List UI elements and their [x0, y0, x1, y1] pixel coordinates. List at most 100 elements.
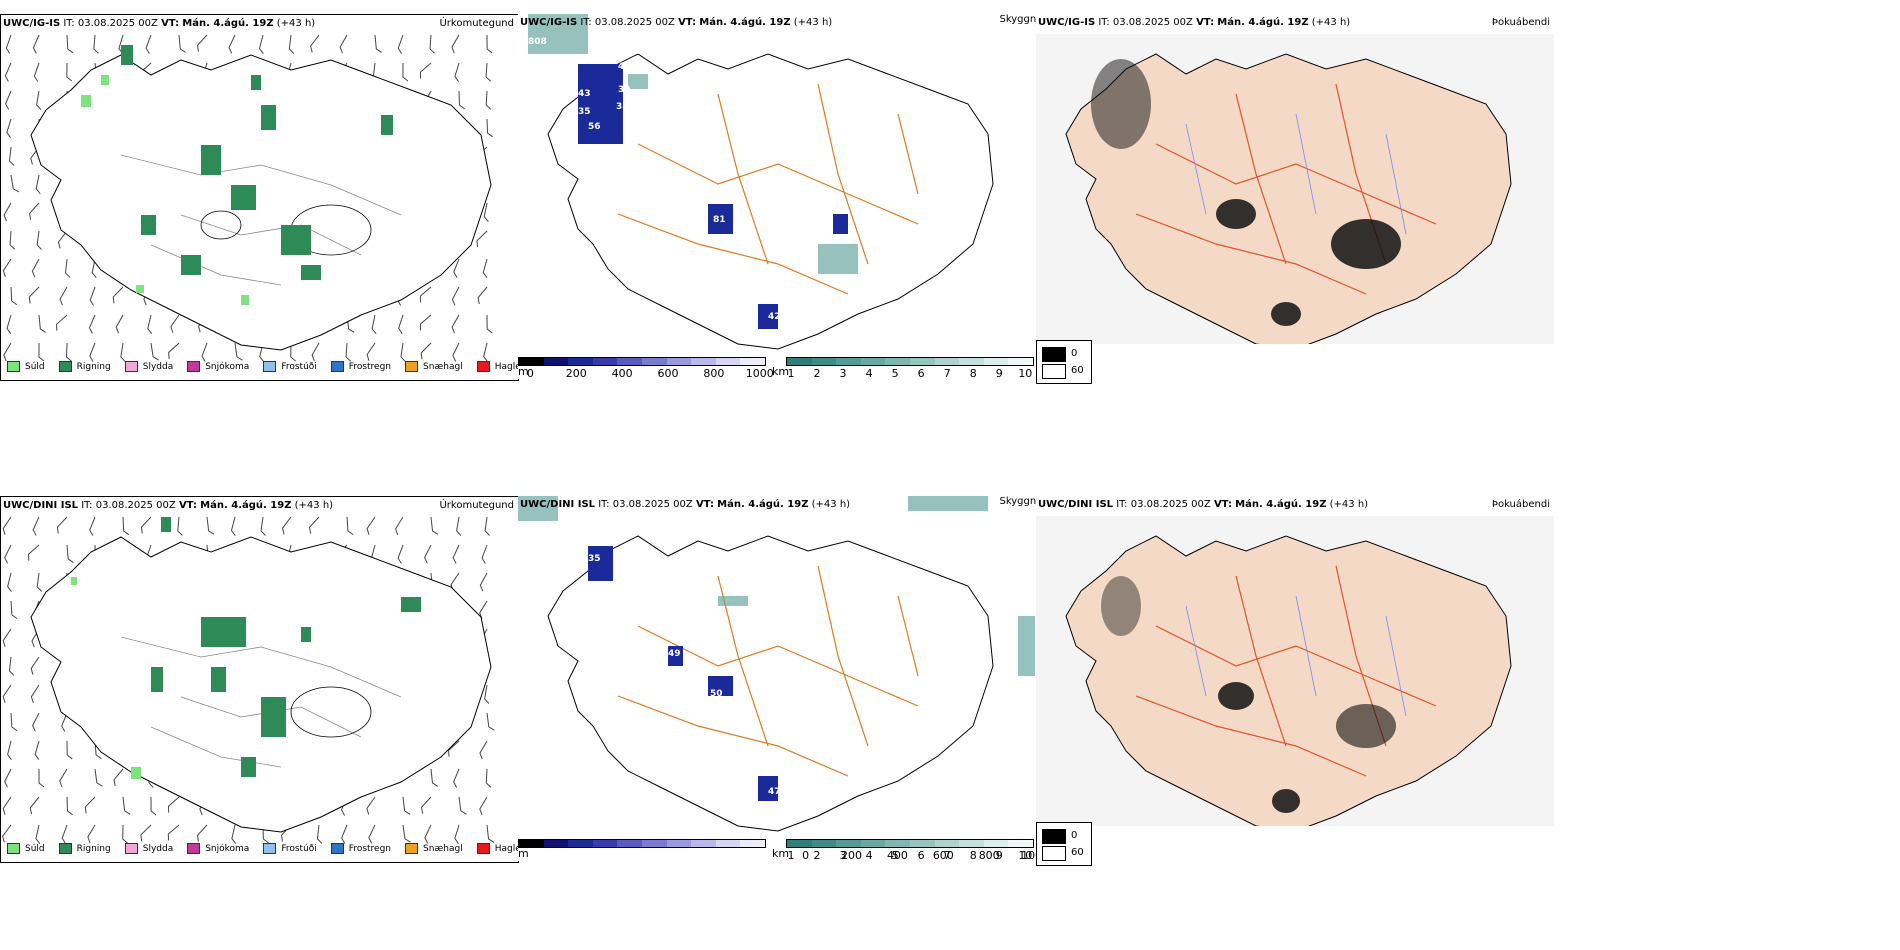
cloud-map-bottom: 35 32 49 50 47 43	[518, 496, 1035, 832]
scale-tick: 6	[917, 367, 925, 380]
wind-barb	[316, 824, 323, 844]
scale-tick: 4	[865, 849, 873, 862]
cloud-base-label: 35	[578, 107, 591, 117]
wind-barb	[145, 34, 152, 54]
scale-tick: 3	[839, 849, 847, 862]
legend-label: Frostúði	[281, 361, 317, 372]
wind-barb	[482, 258, 488, 278]
cloud-base-label: 49	[668, 649, 681, 659]
legend-label: Haglél	[494, 361, 524, 372]
legend-swatch	[476, 843, 490, 854]
wind-barb	[122, 824, 128, 844]
wind-barb	[4, 62, 12, 82]
legend-item-2: Slydda	[124, 361, 173, 372]
cloud-base-label: 81	[636, 47, 649, 57]
wind-barb	[395, 516, 404, 536]
legend-swatch	[124, 361, 138, 372]
visibility-scale-top: 1 2 3 4 5 6 7 8 9 10	[786, 357, 1034, 380]
scale-tick: 9	[995, 367, 1003, 380]
scale-tick: 5	[891, 849, 899, 862]
legend-label: Snæhagl	[423, 843, 463, 854]
rain-areas	[121, 45, 393, 280]
cloud-base-label: 81	[713, 215, 726, 225]
wind-barb	[8, 146, 15, 166]
wind-barb	[35, 824, 41, 844]
wind-barb	[366, 342, 376, 361]
wind-barb	[452, 544, 460, 564]
wind-barb	[32, 516, 40, 536]
wind-barb	[5, 34, 12, 54]
wind-barb	[84, 796, 96, 814]
legend-label: Súld	[25, 843, 45, 854]
wind-barb	[419, 314, 432, 331]
legend-swatch	[187, 361, 201, 372]
fog-index-label-top: Þokuábendi	[1491, 17, 1550, 28]
fog-panel-bottom: UWC/DINI ISL IT: 03.08.2025 00Z VT: Mán.…	[1036, 496, 1554, 866]
wind-barb	[281, 516, 292, 535]
legend-swatch	[187, 843, 201, 854]
scale-tick: 0	[526, 367, 534, 380]
wind-barb	[36, 90, 42, 110]
scale-tick: 800	[978, 849, 1000, 862]
wind-barb	[481, 544, 488, 564]
wind-barb	[453, 768, 460, 788]
wind-barb	[140, 824, 152, 842]
cloud-base-label: 43	[578, 89, 591, 99]
wind-barb	[451, 34, 460, 54]
wind-barb	[260, 516, 266, 536]
legend-label: Haglél	[494, 843, 524, 854]
wind-barb	[2, 684, 12, 703]
scale-tick: 200	[841, 849, 863, 862]
wind-barb	[2, 796, 12, 815]
wind-barb	[170, 314, 180, 333]
scale-tick: 4	[865, 367, 873, 380]
legend-item-4: Frostúði	[263, 843, 317, 854]
wind-barb	[3, 342, 12, 362]
wind-barb	[458, 90, 465, 110]
wind-barb	[89, 516, 96, 536]
wind-barb	[66, 740, 73, 760]
wind-barb	[397, 544, 404, 564]
wind-barb	[93, 34, 99, 54]
wind-barb	[4, 544, 12, 564]
wind-barb	[36, 230, 42, 250]
wind-barb	[167, 796, 180, 813]
wind-barb	[147, 314, 153, 334]
legend-item-6: Snæhagl	[405, 361, 463, 372]
legend-label: Snæhagl	[423, 361, 463, 372]
wind-barb	[89, 342, 96, 362]
wind-barb	[201, 342, 208, 362]
wind-barb	[150, 796, 157, 816]
fog-map-top	[1036, 34, 1554, 344]
wind-barb	[150, 342, 159, 361]
wind-barb	[10, 712, 18, 732]
height-unit-top: m	[518, 365, 529, 378]
fog-panel-top: UWC/IG-IS IT: 03.08.2025 00Z VT: Mán. 4.…	[1036, 14, 1554, 384]
wind-barb	[32, 712, 40, 732]
wind-barb	[36, 572, 42, 592]
wind-barb	[3, 202, 12, 222]
cloud-panel-top: 81 38 49 56 39 56 846 808 35 42 81 94 43 UWC/IG-IS I…	[518, 14, 1039, 380]
vis-unit-bottom: km	[772, 847, 790, 860]
legend-swatch	[263, 843, 277, 854]
legend-label: Súld	[25, 361, 45, 372]
wind-barb	[486, 34, 493, 54]
wind-barb	[419, 286, 432, 303]
precip-panel-bottom: UWC/DINI ISL IT: 03.08.2025 00Z VT: Mán.…	[0, 496, 523, 863]
visibility-scale-bottom: 1 2 3 4 5 6 7 8 9 10	[786, 839, 1034, 862]
wind-barb	[66, 62, 73, 82]
wind-barb	[7, 572, 12, 592]
legend-label: Frostregn	[348, 361, 392, 372]
wind-barb	[486, 118, 493, 138]
cloud-base-label: 35	[588, 554, 601, 564]
wind-barb	[8, 656, 15, 676]
wind-barb	[113, 768, 124, 787]
wind-barb	[346, 516, 354, 536]
legend-item-0: Súld	[7, 361, 45, 372]
wind-barb	[400, 342, 406, 362]
wind-barb	[61, 824, 68, 844]
cloud-base-label: 49	[618, 62, 631, 72]
wind-barb	[486, 824, 495, 843]
wind-barb	[366, 796, 376, 815]
wind-barb	[486, 314, 493, 334]
